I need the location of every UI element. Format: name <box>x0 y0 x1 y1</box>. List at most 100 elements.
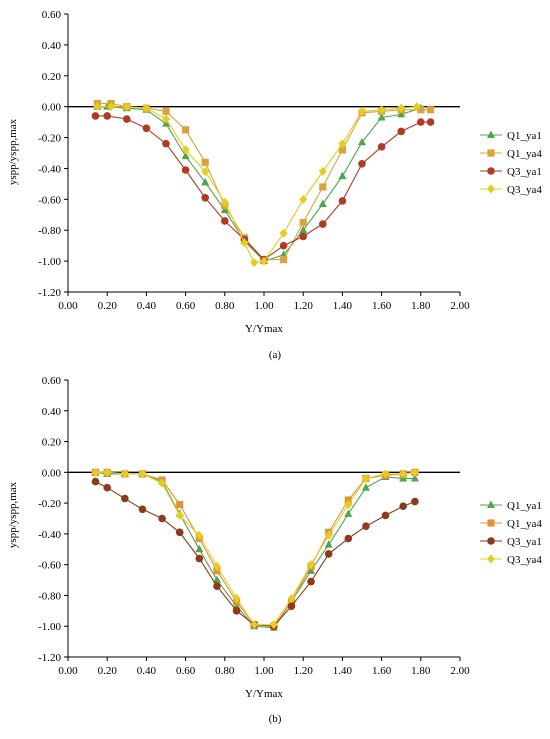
x-tick-label: 0.80 <box>215 665 235 677</box>
legend-entry: Q3_ya1 <box>480 536 542 548</box>
series-q1-ya4 <box>91 468 419 630</box>
data-point <box>411 497 419 506</box>
data-point <box>201 158 209 166</box>
x-tick-label: 1.80 <box>411 300 431 312</box>
series-q1-ya4 <box>93 99 435 264</box>
data-point <box>91 477 100 486</box>
data-point <box>381 511 390 520</box>
legend-label: Q1_ya1 <box>507 500 542 512</box>
data-point <box>195 530 204 540</box>
data-point <box>212 561 221 571</box>
data-point <box>176 501 184 509</box>
data-point <box>250 258 259 268</box>
data-point <box>220 205 229 214</box>
data-point <box>324 540 333 548</box>
data-point <box>397 127 406 136</box>
x-tick-label: 1.20 <box>294 665 314 677</box>
data-point <box>338 171 347 180</box>
legend-marker <box>487 519 495 527</box>
data-point <box>417 106 425 114</box>
x-tick-label: 2.00 <box>450 665 470 677</box>
data-point <box>358 160 366 168</box>
y-tick-label: -1.20 <box>38 652 61 664</box>
data-point <box>358 106 366 116</box>
data-point <box>287 594 296 604</box>
y-tick-label: 0.20 <box>42 71 62 83</box>
data-point <box>426 118 435 126</box>
y-tick-label: -0.60 <box>38 560 61 572</box>
x-tick-label: 0.40 <box>137 300 157 312</box>
data-point <box>412 102 421 112</box>
data-point <box>93 102 102 112</box>
data-point <box>344 500 353 510</box>
y-tick-label: -0.20 <box>38 498 61 510</box>
series-line <box>95 471 415 629</box>
data-point <box>318 199 327 207</box>
data-point <box>319 220 327 228</box>
y-tick-label: 0.40 <box>42 406 62 418</box>
data-point <box>181 151 190 160</box>
legend-label: Q1_ya4 <box>507 148 542 160</box>
data-point <box>195 554 204 563</box>
data-point <box>338 139 347 149</box>
data-point <box>121 494 129 503</box>
legend-marker <box>487 554 495 564</box>
data-point <box>299 218 307 227</box>
data-point <box>338 146 346 154</box>
data-point <box>91 112 100 120</box>
data-point <box>307 566 316 574</box>
x-tick-label: 1.40 <box>333 300 353 312</box>
data-point <box>212 575 221 584</box>
panel-label-b: (b) <box>269 713 282 725</box>
data-point <box>307 560 316 570</box>
x-tick-label: 1.60 <box>372 300 392 312</box>
x-tick-label: 0.60 <box>176 665 196 677</box>
data-point <box>213 582 221 591</box>
panel-b: yspp/yspp,max Y/Ymax (b) 0.60 0.40 0.20 0.0… <box>7 375 542 725</box>
x-tick-label: 0.20 <box>98 300 118 312</box>
data-point <box>162 139 170 148</box>
panel-label-a: (a) <box>269 349 282 361</box>
data-point <box>381 469 390 479</box>
y-tick-label: -0.20 <box>38 133 61 145</box>
x-tick-label: 0.00 <box>58 300 78 312</box>
legend-label: Q3_ya4 <box>507 184 542 196</box>
y-axis-label-a: yspp/yspp,max <box>7 118 19 185</box>
series-q3-ya4 <box>93 102 421 268</box>
data-point <box>287 602 296 611</box>
data-point <box>307 577 315 586</box>
data-point <box>397 103 406 113</box>
data-point <box>324 530 333 540</box>
data-point <box>299 225 308 234</box>
data-point <box>344 509 353 517</box>
legend-label: Q3_ya4 <box>507 554 542 566</box>
y-tick-label: -0.80 <box>38 225 61 237</box>
x-tick-label: 1.40 <box>333 665 353 677</box>
data-point <box>142 124 151 133</box>
data-point <box>201 167 210 177</box>
data-point <box>269 620 278 630</box>
x-tick-label: 0.00 <box>58 665 78 677</box>
data-point <box>138 469 147 479</box>
data-point <box>181 166 190 174</box>
data-point <box>162 114 170 124</box>
legend-label: Q3_ya1 <box>507 166 542 178</box>
data-point <box>201 177 210 186</box>
legend-entry: Q1_ya1 <box>480 130 542 142</box>
x-tick-label: 0.40 <box>137 665 157 677</box>
data-point <box>103 483 111 492</box>
data-point <box>181 145 190 155</box>
y-tick-label: -0.40 <box>38 529 61 541</box>
y-axis-label-b: yspp/yspp,max <box>7 481 19 548</box>
data-point <box>240 238 249 248</box>
data-point <box>358 137 366 146</box>
data-point <box>122 102 131 112</box>
data-point <box>142 103 151 113</box>
x-tick-label: 1.20 <box>294 300 314 312</box>
series-q1-ya1 <box>91 467 419 631</box>
panel-a: yspp/yspp,max Y/Ymax (a) 0.60 0.40 0.20 0.0… <box>7 9 542 361</box>
data-point <box>120 469 129 479</box>
y-tick-label: -0.40 <box>38 163 61 175</box>
data-point <box>377 112 386 121</box>
x-tick-label: 1.80 <box>411 665 431 677</box>
